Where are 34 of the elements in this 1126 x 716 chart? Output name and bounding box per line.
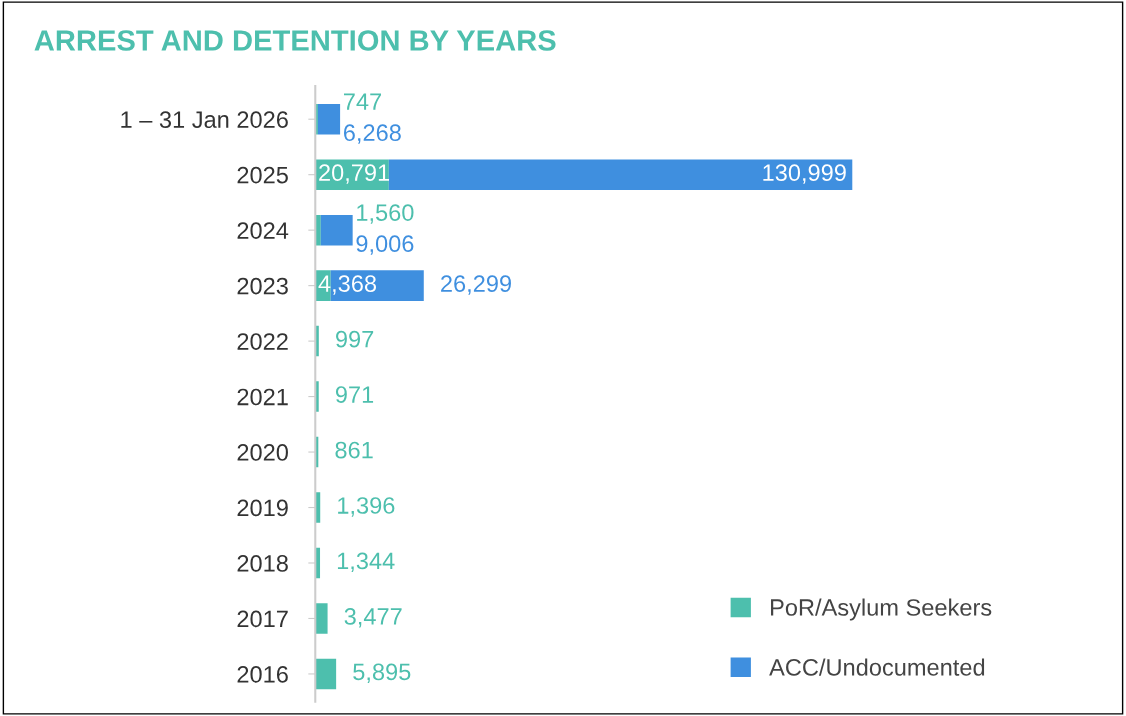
data-label: 20,791 (319, 164, 390, 184)
data-label: 4,368 (318, 275, 377, 295)
y-tick-label: 2022 (237, 333, 288, 350)
data-label: 130,999 (763, 164, 846, 184)
data-label: 861 (335, 441, 373, 459)
chart-title: ARREST AND DETENTION BY YEARS (34, 30, 556, 51)
y-tick-label: 1 – 31 Jan 2026 (121, 111, 288, 128)
y-tick-label: 2021 (237, 388, 288, 406)
y-tick-label: 2020 (237, 444, 288, 461)
data-label: 997 (336, 330, 374, 348)
bar (320, 214, 353, 246)
y-tick-label: 2017 (237, 610, 288, 628)
legend-label: ACC/Undocumented (769, 658, 985, 676)
y-tick-label: 2019 (237, 499, 288, 517)
bar (315, 658, 337, 690)
data-label: 9,006 (356, 235, 414, 255)
bar (315, 603, 328, 634)
data-label: 1,396 (338, 497, 395, 517)
y-tick-label: 2018 (237, 555, 288, 572)
y-tick-label: 2023 (237, 277, 288, 295)
y-tick-label: 2025 (237, 166, 288, 184)
data-label: 971 (335, 386, 374, 403)
bar (317, 103, 341, 135)
legend-label: PoR/Asylum Seekers (771, 598, 992, 621)
data-label: 6,268 (343, 124, 401, 144)
data-label: 1,560 (357, 204, 414, 224)
data-label: 5,895 (353, 663, 411, 684)
y-tick-label: 2024 (237, 222, 289, 239)
y-tick-label: 2016 (237, 666, 288, 683)
data-label: 26,299 (441, 275, 511, 295)
bar (388, 159, 853, 190)
data-label: 1,344 (337, 552, 395, 573)
data-label: 3,477 (344, 608, 402, 628)
data-label: 747 (343, 93, 381, 110)
